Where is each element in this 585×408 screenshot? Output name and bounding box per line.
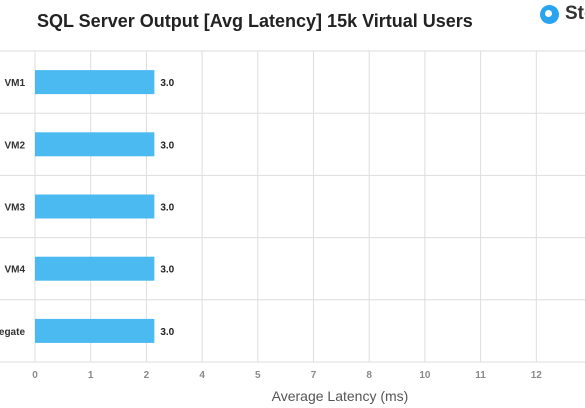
x-tick-label: 11: [475, 370, 486, 381]
data-label: 3.0: [160, 265, 174, 276]
bar: [35, 194, 155, 219]
storagereview-logo-icon: [540, 4, 559, 24]
category-label: VM1: [4, 78, 25, 89]
brand-logo: StorageReview: [540, 3, 585, 25]
x-tick-label: 10: [419, 370, 431, 381]
bar: [35, 318, 155, 343]
category-label: Aggregate: [0, 327, 25, 338]
data-label: 3.0: [160, 78, 174, 89]
x-tick-label: 8: [366, 370, 372, 381]
chart-title: SQL Server Output [Avg Latency] 15k Virt…: [37, 11, 473, 31]
x-tick-label: 5: [255, 370, 261, 381]
x-tick-label: 1: [88, 370, 94, 381]
x-axis-title: Average Latency (ms): [272, 388, 409, 404]
x-tick-label: 4: [199, 370, 205, 381]
x-tick-label: 7: [311, 370, 317, 381]
data-label: 3.0: [160, 203, 174, 214]
category-label: VM2: [4, 140, 25, 151]
bar: [35, 132, 155, 157]
bar: [35, 70, 155, 95]
category-label: VM4: [4, 265, 25, 276]
x-tick-label: 2: [144, 370, 150, 381]
brand-text: StorageReview: [565, 3, 585, 24]
bar: [35, 256, 155, 281]
x-tick-label: 12: [531, 370, 543, 381]
category-label: VM3: [4, 203, 25, 214]
x-tick-label: 0: [32, 370, 38, 381]
data-label: 3.0: [160, 327, 174, 338]
data-label: 3.0: [160, 140, 174, 151]
